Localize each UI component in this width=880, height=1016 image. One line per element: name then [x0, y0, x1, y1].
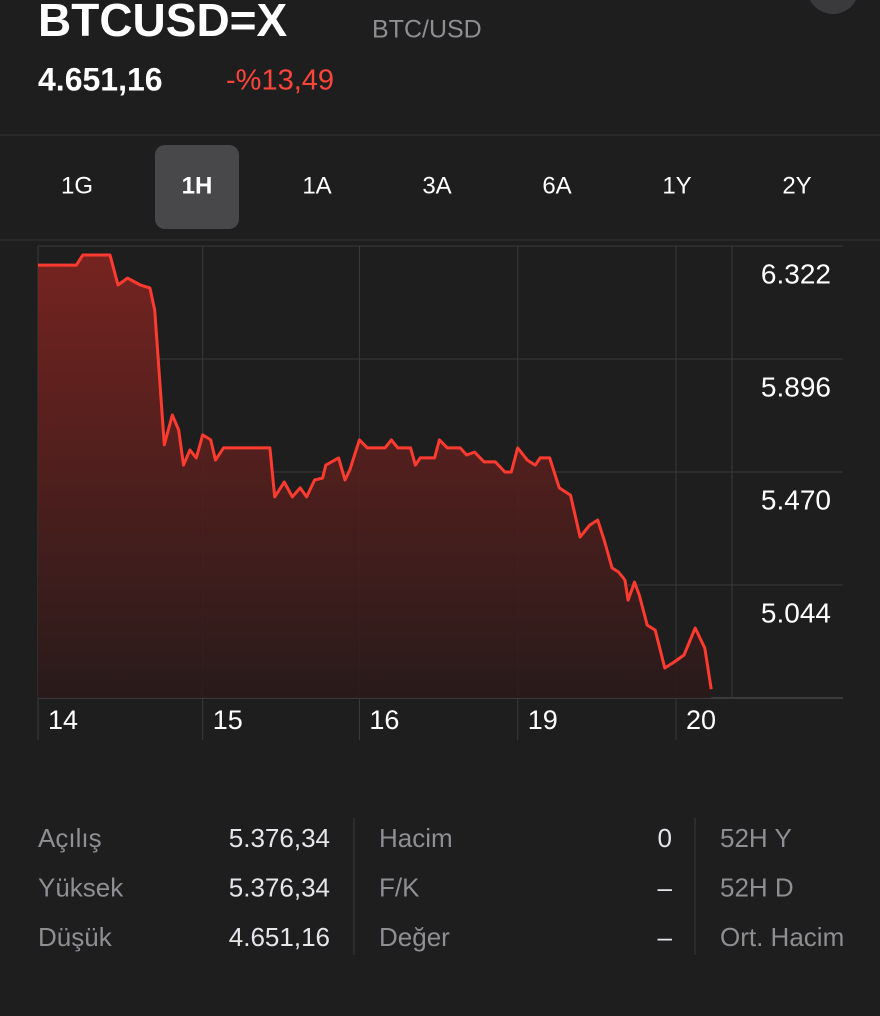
stat-label: F/K — [379, 872, 420, 902]
x-tick-label: 14 — [48, 705, 78, 735]
stat-value: 5.376,34 — [229, 823, 330, 853]
x-tick-label: 19 — [528, 705, 558, 735]
y-tick-label: 6.322 — [761, 258, 831, 289]
stat-value: – — [658, 872, 673, 902]
x-tick-label: 15 — [213, 705, 243, 735]
price: 4.651,16 — [38, 61, 163, 97]
tab[interactable]: 1A — [302, 172, 331, 199]
x-tick-label: 20 — [686, 705, 716, 735]
tab-selected — [155, 145, 239, 229]
stat-label: Yüksek — [38, 872, 124, 902]
tab[interactable]: 3A — [422, 172, 451, 199]
y-tick-label: 5.044 — [761, 597, 831, 628]
tab[interactable]: 1Y — [662, 172, 691, 199]
stat-label: Açılış — [38, 823, 102, 853]
stat-label: 52H D — [720, 872, 794, 902]
stat-value: 5.376,34 — [229, 872, 330, 902]
price-line — [38, 253, 713, 690]
change: -%13,49 — [226, 65, 334, 97]
stat-value: 4.651,16 — [229, 922, 330, 952]
y-tick-label: 5.896 — [761, 371, 831, 402]
x-tick-label: 16 — [369, 705, 399, 735]
stat-label: Düşük — [38, 922, 113, 952]
tab[interactable]: 2Y — [782, 172, 811, 199]
stat-label: 52H Y — [720, 823, 792, 853]
stat-label: Hacim — [379, 823, 453, 853]
tab[interactable]: 6A — [542, 172, 571, 199]
close-button[interactable] — [807, 0, 859, 14]
symbol-name: BTC/USD — [372, 16, 482, 44]
stat-value: 0 — [658, 823, 672, 853]
tab[interactable]: 1H — [182, 172, 213, 199]
y-tick-label: 5.470 — [761, 484, 831, 515]
tab[interactable]: 1G — [61, 172, 93, 199]
area — [38, 255, 712, 698]
stat-label: Değer — [379, 922, 450, 952]
stat-label: Ort. Hacim — [720, 922, 844, 952]
stat-value: – — [658, 922, 673, 952]
symbol: BTCUSD=X — [38, 0, 288, 46]
